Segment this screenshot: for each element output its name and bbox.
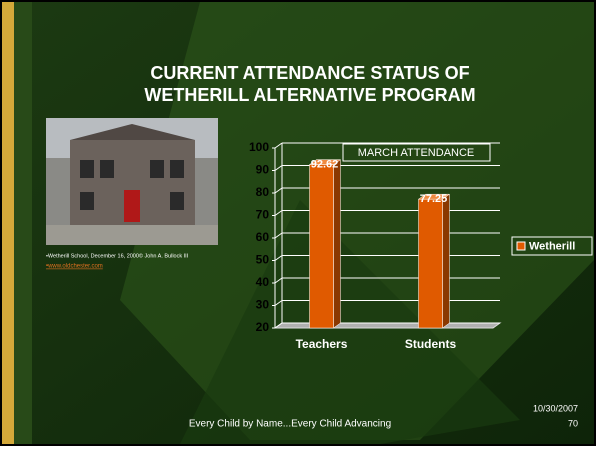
- y-tick-label: 60: [256, 230, 270, 244]
- value-label: 92.62: [311, 159, 339, 171]
- legend-label: Wetherill: [529, 240, 575, 252]
- chart-title-box: [342, 143, 491, 162]
- y-tick-label: 90: [256, 163, 270, 177]
- legend-box: [511, 236, 593, 256]
- chart-title: MARCH ATTENDANCE: [358, 147, 475, 159]
- title: CURRENT ATTENDANCE STATUS OF: [150, 63, 469, 83]
- bg-shape: [180, 200, 520, 444]
- grid-line: [274, 165, 283, 171]
- y-tick-label: 80: [256, 185, 270, 199]
- y-tick-label: 20: [256, 320, 270, 334]
- legend-swatch: [516, 241, 526, 251]
- page-number: 70: [568, 418, 578, 428]
- grid-line: [274, 232, 283, 239]
- grid-line: [274, 255, 283, 261]
- grid-line: [274, 210, 283, 216]
- title: WETHERILL ALTERNATIVE PROGRAM: [144, 85, 475, 105]
- date: 10/30/2007: [533, 403, 578, 413]
- grid-line: [274, 277, 283, 284]
- footer: Every Child by Name...Every Child Advanc…: [189, 419, 391, 430]
- y-tick-label: 70: [256, 208, 270, 222]
- chart: 20 30 40 50 60 70 80 90 100 MARCH ATTENDANCE Teach…: [249, 140, 593, 351]
- bar: [418, 198, 443, 329]
- bar-side: [333, 159, 341, 329]
- y-tick-label: 100: [249, 140, 269, 154]
- photo: [46, 118, 218, 245]
- value-label: 77.25: [420, 193, 448, 205]
- photo-link[interactable]: •www.oldchester.com: [46, 264, 103, 270]
- x-tick-label: Students: [405, 337, 457, 351]
- y-tick-label: 50: [256, 253, 270, 267]
- x-tick-label: Teachers: [296, 337, 348, 351]
- side-strip: [14, 2, 32, 444]
- grid-line: [274, 300, 283, 306]
- floor: [273, 322, 502, 329]
- photo-caption: •Wetherill School, December 16, 2000© Jo…: [46, 252, 189, 259]
- grid-line: [274, 322, 283, 329]
- bar: [309, 164, 334, 329]
- y-tick-label: 40: [256, 275, 270, 289]
- y-tick-label: 30: [256, 298, 270, 312]
- gold-strip: [2, 2, 14, 444]
- grid-line: [274, 187, 283, 194]
- grid-line: [274, 142, 283, 149]
- bar-side: [442, 193, 450, 329]
